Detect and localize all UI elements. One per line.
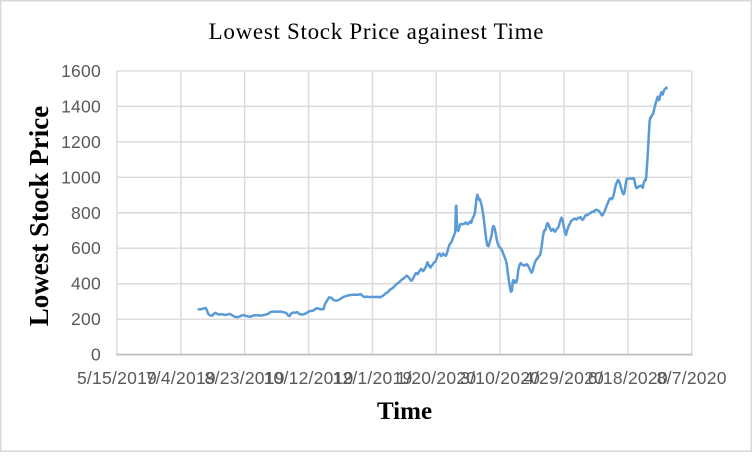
svg-text:600: 600: [71, 238, 101, 258]
svg-text:5/15/2019: 5/15/2019: [77, 368, 157, 388]
svg-text:8/7/2020: 8/7/2020: [657, 368, 727, 388]
svg-text:8/23/2019: 8/23/2019: [205, 368, 285, 388]
svg-text:1/20/2020: 1/20/2020: [396, 368, 476, 388]
svg-text:800: 800: [71, 203, 101, 223]
svg-text:1400: 1400: [61, 96, 101, 116]
svg-text:400: 400: [71, 274, 101, 294]
svg-text:1200: 1200: [61, 132, 101, 152]
svg-text:1600: 1600: [61, 61, 101, 81]
svg-text:Lowest Stock Price againest Ti: Lowest Stock Price againest Time: [209, 19, 544, 44]
svg-text:7/4/2019: 7/4/2019: [146, 368, 216, 388]
svg-text:4/29/2020: 4/29/2020: [524, 368, 604, 388]
svg-text:10/12/2019: 10/12/2019: [264, 368, 354, 388]
svg-text:12/1/2019: 12/1/2019: [332, 368, 412, 388]
svg-text:1000: 1000: [61, 167, 101, 187]
svg-text:Lowest Stock Price: Lowest Stock Price: [24, 106, 54, 326]
svg-text:200: 200: [71, 309, 101, 329]
svg-text:3/10/2020: 3/10/2020: [460, 368, 540, 388]
svg-text:Time: Time: [377, 398, 432, 425]
svg-text:6/18/2020: 6/18/2020: [588, 368, 668, 388]
svg-text:0: 0: [91, 345, 101, 365]
